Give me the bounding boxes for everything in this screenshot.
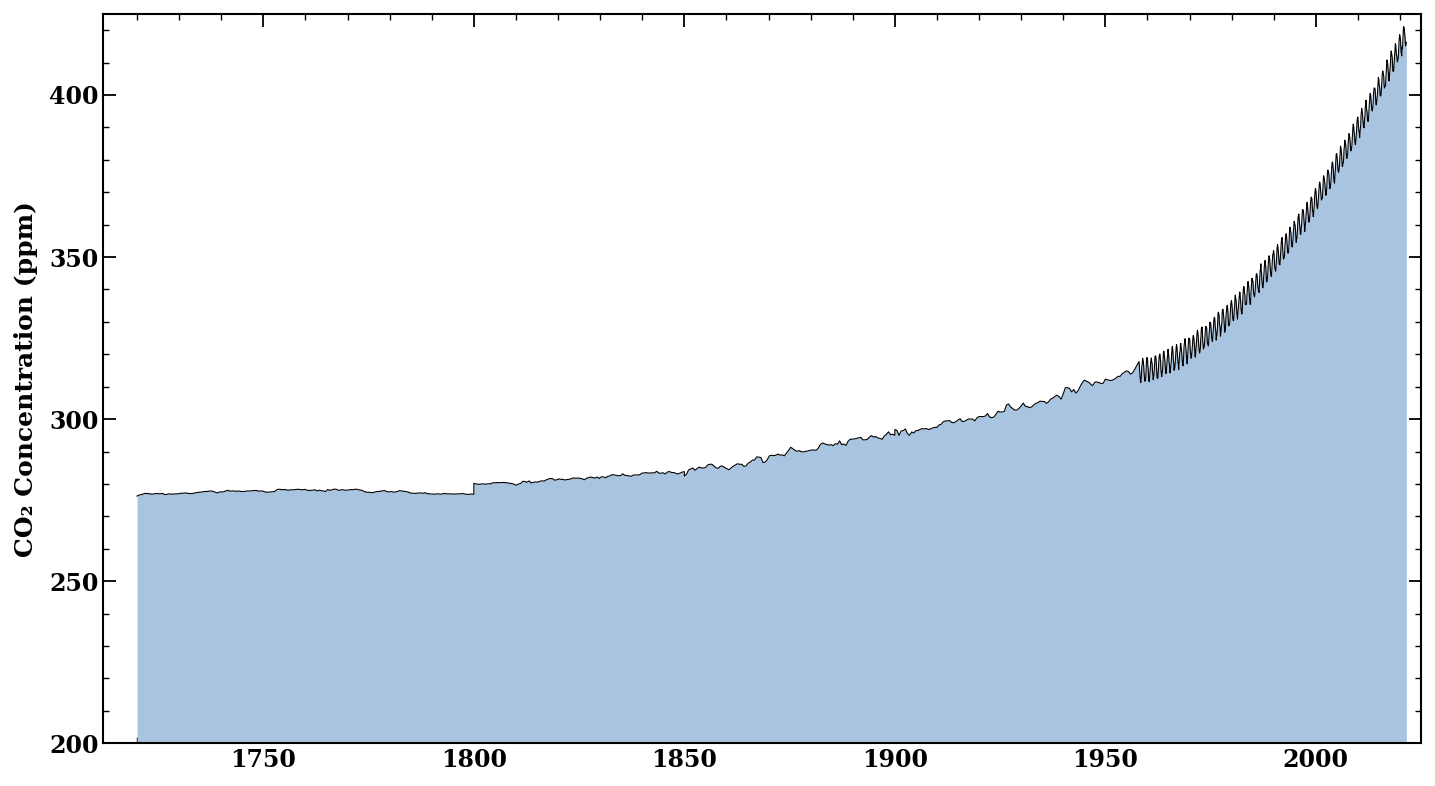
Y-axis label: CO₂ Concentration (ppm): CO₂ Concentration (ppm) xyxy=(14,200,37,556)
